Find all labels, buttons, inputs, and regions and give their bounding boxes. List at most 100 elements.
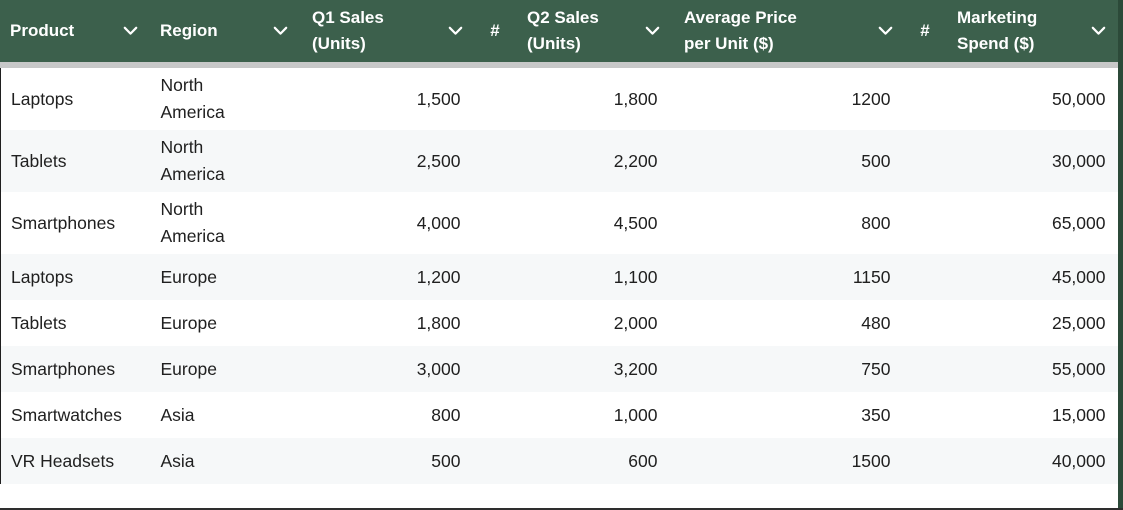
chevron-down-icon[interactable] bbox=[1091, 26, 1106, 36]
cell[interactable] bbox=[476, 68, 516, 130]
cell[interactable]: 50,000 bbox=[946, 68, 1119, 130]
cell-value: 2,000 bbox=[613, 312, 658, 333]
cell-value: 1,200 bbox=[416, 266, 461, 287]
cell[interactable]: Laptops bbox=[1, 254, 151, 300]
cell[interactable]: North America bbox=[151, 68, 301, 130]
cell[interactable] bbox=[476, 392, 516, 438]
cell[interactable] bbox=[906, 392, 946, 438]
cell[interactable]: Laptops bbox=[1, 68, 151, 130]
cell[interactable]: 1,800 bbox=[301, 300, 476, 346]
cell-value: 4,000 bbox=[416, 212, 461, 233]
chevron-down-icon[interactable] bbox=[273, 26, 288, 36]
cell[interactable]: 30,000 bbox=[946, 130, 1119, 192]
cell[interactable]: Smartwatches bbox=[1, 392, 151, 438]
cell[interactable] bbox=[476, 192, 516, 254]
cell[interactable]: 1150 bbox=[673, 254, 906, 300]
cell[interactable]: 65,000 bbox=[946, 192, 1119, 254]
cell-value: 1150 bbox=[852, 266, 891, 287]
column-header[interactable]: # bbox=[475, 0, 515, 62]
cell[interactable] bbox=[476, 300, 516, 346]
cell[interactable] bbox=[906, 192, 946, 254]
column-label: Product bbox=[10, 21, 75, 40]
cell[interactable] bbox=[906, 438, 946, 484]
cell-value: 50,000 bbox=[1051, 88, 1106, 109]
right-edge-strip bbox=[1118, 0, 1123, 510]
cell[interactable] bbox=[476, 130, 516, 192]
cell[interactable]: 4,000 bbox=[301, 192, 476, 254]
chevron-down-icon[interactable] bbox=[878, 26, 893, 36]
cell[interactable] bbox=[906, 346, 946, 392]
cell[interactable]: 1200 bbox=[673, 68, 906, 130]
cell[interactable]: North America bbox=[151, 130, 301, 192]
cell-value: 3,000 bbox=[416, 358, 461, 379]
cell[interactable]: Asia bbox=[151, 438, 301, 484]
cell[interactable]: Tablets bbox=[1, 130, 151, 192]
cell-value: 800 bbox=[861, 212, 891, 233]
cell[interactable]: Asia bbox=[151, 392, 301, 438]
chevron-down-icon[interactable] bbox=[645, 26, 660, 36]
cell-value: 500 bbox=[431, 450, 461, 471]
cell[interactable]: 2,200 bbox=[516, 130, 673, 192]
cell[interactable] bbox=[476, 438, 516, 484]
cell[interactable] bbox=[906, 130, 946, 192]
cell[interactable]: 1,100 bbox=[516, 254, 673, 300]
column-header[interactable]: Marketing Spend ($) bbox=[945, 0, 1118, 62]
cell-value: Asia bbox=[160, 450, 195, 471]
cell[interactable]: 15,000 bbox=[946, 392, 1119, 438]
table-row: Smartwatches Asia 800 1,000 350 15,000 bbox=[0, 392, 1119, 438]
cell[interactable]: 25,000 bbox=[946, 300, 1119, 346]
cell[interactable]: 4,500 bbox=[516, 192, 673, 254]
data-table: Laptops North America 1,500 1,800 1200 50,000… bbox=[0, 68, 1119, 484]
column-header[interactable]: Product bbox=[0, 0, 150, 62]
column-header[interactable]: # bbox=[905, 0, 945, 62]
cell-value: 1,000 bbox=[613, 404, 658, 425]
cell[interactable]: 1,200 bbox=[301, 254, 476, 300]
column-label: Region bbox=[160, 21, 218, 40]
cell[interactable]: 500 bbox=[673, 130, 906, 192]
cell[interactable] bbox=[476, 346, 516, 392]
cell[interactable]: 1,500 bbox=[301, 68, 476, 130]
cell[interactable]: 3,200 bbox=[516, 346, 673, 392]
cell[interactable]: 600 bbox=[516, 438, 673, 484]
cell[interactable]: 2,000 bbox=[516, 300, 673, 346]
cell[interactable]: 3,000 bbox=[301, 346, 476, 392]
cell[interactable]: Smartphones bbox=[1, 192, 151, 254]
cell[interactable]: 480 bbox=[673, 300, 906, 346]
cell[interactable] bbox=[906, 68, 946, 130]
cell[interactable]: 800 bbox=[301, 392, 476, 438]
cell[interactable]: Tablets bbox=[1, 300, 151, 346]
cell-value: Tablets bbox=[11, 150, 67, 171]
table-row: Laptops North America 1,500 1,800 1200 50,000 bbox=[0, 68, 1119, 130]
cell[interactable]: North America bbox=[151, 192, 301, 254]
column-header[interactable]: Q1 Sales (Units) bbox=[300, 0, 475, 62]
cell[interactable]: 1,000 bbox=[516, 392, 673, 438]
chevron-down-icon[interactable] bbox=[123, 26, 138, 36]
cell[interactable]: Europe bbox=[151, 300, 301, 346]
cell[interactable]: Smartphones bbox=[1, 346, 151, 392]
column-header[interactable]: Q2 Sales (Units) bbox=[515, 0, 672, 62]
cell[interactable]: Europe bbox=[151, 346, 301, 392]
cell[interactable]: 1,800 bbox=[516, 68, 673, 130]
cell[interactable] bbox=[906, 254, 946, 300]
cell[interactable]: VR Headsets bbox=[1, 438, 151, 484]
header-row: Product Region Q1 Sales (Units) bbox=[0, 0, 1118, 62]
column-header[interactable]: Region bbox=[150, 0, 300, 62]
cell[interactable] bbox=[906, 300, 946, 346]
cell[interactable]: 800 bbox=[673, 192, 906, 254]
chevron-down-icon[interactable] bbox=[448, 26, 463, 36]
cell[interactable]: 1500 bbox=[673, 438, 906, 484]
cell[interactable]: Europe bbox=[151, 254, 301, 300]
cell-value: Europe bbox=[160, 358, 217, 379]
cell[interactable]: 350 bbox=[673, 392, 906, 438]
column-label: # bbox=[920, 21, 930, 40]
column-header[interactable]: Average Price per Unit ($) bbox=[672, 0, 905, 62]
cell[interactable]: 40,000 bbox=[946, 438, 1119, 484]
cell[interactable]: 750 bbox=[673, 346, 906, 392]
cell[interactable]: 500 bbox=[301, 438, 476, 484]
cell[interactable]: 2,500 bbox=[301, 130, 476, 192]
cell[interactable]: 55,000 bbox=[946, 346, 1119, 392]
cell-value: North America bbox=[160, 137, 225, 184]
cell-value: Asia bbox=[160, 404, 195, 425]
cell[interactable]: 45,000 bbox=[946, 254, 1119, 300]
cell[interactable] bbox=[476, 254, 516, 300]
